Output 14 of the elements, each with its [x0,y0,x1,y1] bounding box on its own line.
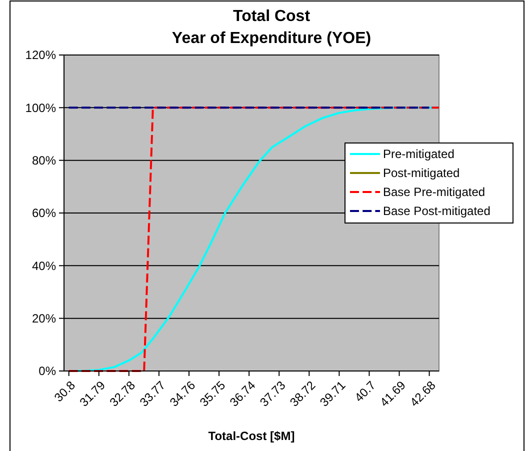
y-tick-label: 0% [38,364,56,378]
legend-label: Pre-mitigated [383,147,454,162]
y-tick-label: 60% [32,206,56,220]
legend-label: Base Post-mitigated [383,204,490,218]
x-tick-label: 30.8 [52,378,78,405]
legend-label: Post-mitigated [383,166,460,180]
y-tick-label: 120% [25,48,56,62]
y-tick-label: 80% [32,154,56,168]
x-axis-title: Total-Cost [$M] [208,429,295,443]
y-tick-label: 40% [32,258,56,273]
legend-label: Base Pre-mitigated [383,185,486,200]
y-tick-label: 100% [25,100,56,115]
chart-title: Total Cost Year of Expenditure (YOE) [172,8,372,47]
y-tick-label: 20% [32,312,56,326]
